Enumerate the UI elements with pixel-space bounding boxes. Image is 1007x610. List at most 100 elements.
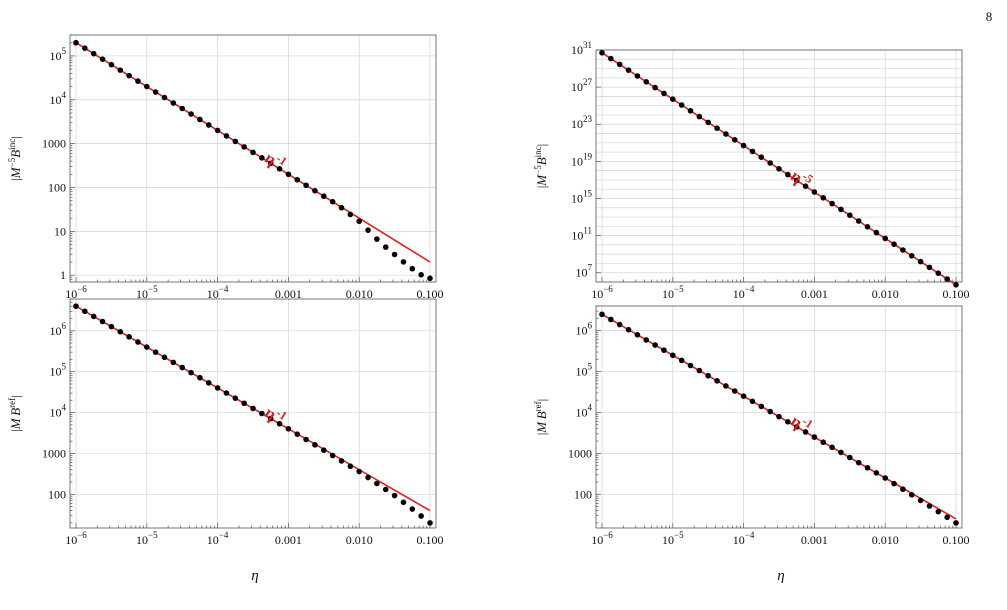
y-gridlines <box>70 55 436 276</box>
x-tick-label: 10−5 <box>136 530 158 547</box>
x-tick-label: 0.001 <box>275 287 302 301</box>
data-point <box>374 236 380 242</box>
data-point <box>223 133 230 139</box>
data-point <box>126 72 132 79</box>
x-gridlines <box>75 35 431 282</box>
data-point <box>329 452 336 459</box>
data-point <box>276 420 283 427</box>
data-point <box>670 96 676 102</box>
data-point <box>882 235 888 242</box>
data-point <box>793 177 800 184</box>
y-axis-label: |M−5Binc| <box>7 136 23 181</box>
data-point <box>347 463 354 470</box>
data-point <box>259 155 265 161</box>
data-point <box>908 492 915 498</box>
data-point <box>197 374 203 381</box>
x-tick-label: 0.100 <box>943 533 970 547</box>
data-points <box>73 39 433 282</box>
data-point <box>329 198 336 205</box>
data-point <box>90 313 97 320</box>
data-point <box>740 393 747 399</box>
data-point <box>705 372 711 379</box>
data-point <box>926 503 933 509</box>
plot-frame <box>69 34 437 283</box>
data-point <box>599 49 605 56</box>
data-point <box>205 380 212 386</box>
data-point <box>740 142 747 149</box>
y-ticks: 1031 1027 1023 1019 1015 1011 107 <box>571 40 601 280</box>
data-point <box>944 276 950 282</box>
x-tick-label: 0.010 <box>872 287 899 301</box>
data-point <box>135 339 141 345</box>
data-point <box>723 383 729 389</box>
data-point <box>161 354 168 361</box>
x-gridlines <box>601 306 957 528</box>
data-point <box>152 349 159 355</box>
data-point <box>847 454 853 461</box>
x-tick-label: 10−4 <box>733 530 755 547</box>
data-point <box>391 251 398 258</box>
data-point <box>321 193 327 200</box>
data-point <box>776 165 782 172</box>
data-point <box>161 94 168 101</box>
data-point <box>250 405 256 412</box>
x-tick-label: 10−6 <box>65 530 87 547</box>
data-point <box>678 357 685 364</box>
data-point <box>276 166 283 172</box>
data-point <box>374 480 380 487</box>
y-tick-label: 1023 <box>571 114 593 131</box>
data-point <box>599 311 605 318</box>
y-tick-label: 10 <box>54 224 66 238</box>
data-point <box>678 102 685 108</box>
plot-frame <box>69 298 437 529</box>
x-tick-label: 0.010 <box>872 533 899 547</box>
data-point <box>214 127 221 134</box>
y-axis-label: |M Bref| <box>7 395 23 432</box>
x-tick-label: 0.001 <box>801 287 828 301</box>
data-point <box>241 144 247 150</box>
data-point <box>749 398 756 405</box>
x-gridlines <box>601 50 957 282</box>
data-point <box>820 439 827 446</box>
data-point <box>73 39 79 46</box>
y-axis-label: |M−5Binc| <box>533 144 549 189</box>
data-point <box>250 149 256 156</box>
data-point <box>714 378 720 384</box>
data-point <box>205 122 212 128</box>
data-point <box>643 78 650 85</box>
data-point <box>616 321 623 328</box>
plot-frame <box>595 49 963 283</box>
data-point <box>427 275 433 282</box>
x-tick-label: 10−6 <box>591 530 613 547</box>
data-point <box>418 272 424 278</box>
data-point <box>608 55 614 62</box>
y-tick-label: 1000 <box>568 446 592 460</box>
data-point <box>652 84 658 91</box>
x-tick-label: 0.100 <box>943 287 970 301</box>
data-point <box>90 50 97 57</box>
data-point <box>908 252 915 259</box>
data-point <box>179 364 185 371</box>
data-point <box>117 67 124 73</box>
data-point <box>731 136 738 143</box>
data-point <box>838 206 844 213</box>
data-point <box>294 176 301 183</box>
data-point <box>321 447 327 454</box>
data-point <box>935 270 942 276</box>
plot-frame <box>595 305 963 529</box>
y-ticks: 105 104 1000 100 10 1 <box>42 34 75 283</box>
data-point <box>767 160 773 166</box>
y-tick-label: 105 <box>50 362 67 379</box>
y-tick-label: 106 <box>576 321 593 338</box>
data-points <box>599 49 959 288</box>
data-point <box>917 497 924 504</box>
data-point <box>188 111 194 117</box>
data-point <box>616 61 623 68</box>
chart-panel-bottom-right: 10−6 10−5 10−4 0.001 0.010 0.100 106 105 104 1000… <box>533 305 970 547</box>
y-tick-label: 1027 <box>571 77 593 94</box>
fit-annotation: η-1 <box>261 400 290 429</box>
data-point <box>241 400 247 407</box>
y-gridlines <box>596 330 962 495</box>
data-point <box>99 318 106 325</box>
data-point <box>731 388 738 394</box>
